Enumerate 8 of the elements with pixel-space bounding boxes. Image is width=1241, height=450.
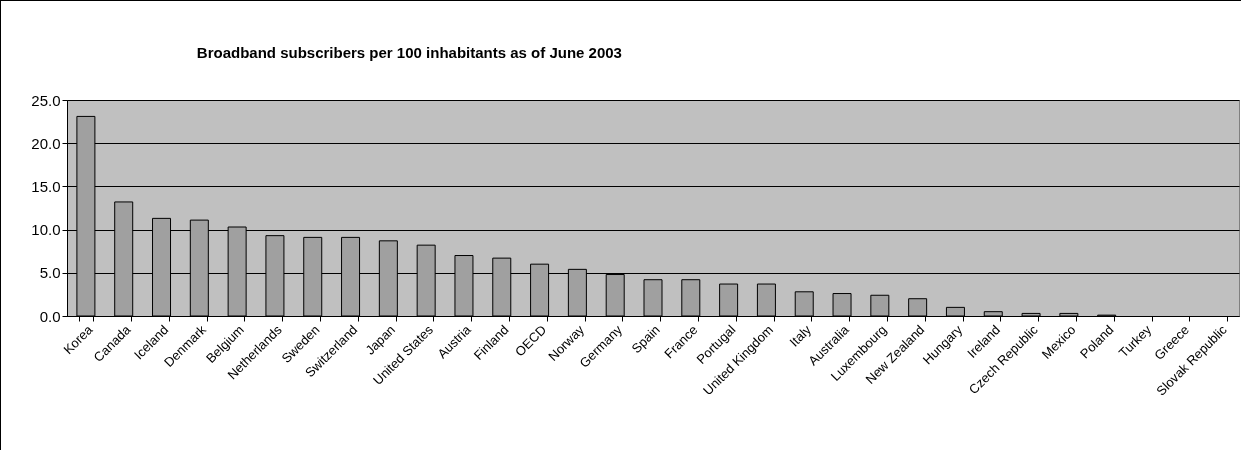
y-tick-label: 0.0 — [39, 307, 61, 325]
y-tick-label: 10.0 — [31, 221, 61, 239]
x-tick-label: Italy — [786, 321, 815, 350]
y-tick-label: 20.0 — [31, 134, 61, 152]
y-tick-label: 25.0 — [31, 91, 61, 109]
y-tick-label: 5.0 — [39, 264, 61, 282]
y-tick-label: 15.0 — [31, 177, 61, 195]
chart-title: Broadband subscribers per 100 inhabitants as of June 2003 — [196, 44, 622, 61]
